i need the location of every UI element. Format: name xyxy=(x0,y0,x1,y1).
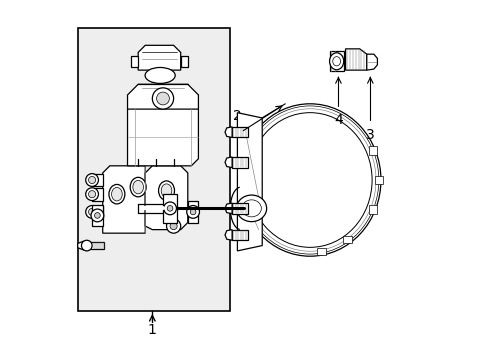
Ellipse shape xyxy=(158,181,174,201)
Polygon shape xyxy=(127,84,198,109)
Circle shape xyxy=(152,88,173,109)
Bar xyxy=(78,28,230,311)
Circle shape xyxy=(166,219,181,233)
Polygon shape xyxy=(187,201,198,222)
Bar xyxy=(343,236,351,243)
Circle shape xyxy=(81,240,92,251)
Polygon shape xyxy=(127,99,198,166)
Ellipse shape xyxy=(236,195,266,222)
Circle shape xyxy=(85,206,98,218)
Polygon shape xyxy=(329,51,343,71)
Circle shape xyxy=(186,206,199,218)
Ellipse shape xyxy=(133,180,143,194)
Ellipse shape xyxy=(244,109,375,251)
Polygon shape xyxy=(92,206,102,218)
Circle shape xyxy=(88,191,96,198)
Circle shape xyxy=(88,208,96,215)
Ellipse shape xyxy=(239,104,380,256)
Polygon shape xyxy=(232,203,247,214)
Polygon shape xyxy=(92,205,102,226)
Ellipse shape xyxy=(109,184,124,204)
Ellipse shape xyxy=(247,113,371,247)
Circle shape xyxy=(170,222,177,230)
Polygon shape xyxy=(232,127,247,138)
Ellipse shape xyxy=(241,106,378,254)
Circle shape xyxy=(190,209,196,215)
Ellipse shape xyxy=(130,177,146,197)
Polygon shape xyxy=(232,157,247,168)
Text: 2: 2 xyxy=(233,109,241,123)
Ellipse shape xyxy=(332,57,340,66)
Bar xyxy=(374,176,383,184)
Circle shape xyxy=(85,174,98,186)
Polygon shape xyxy=(92,188,102,201)
Polygon shape xyxy=(145,166,187,230)
Text: 1: 1 xyxy=(147,323,157,337)
Polygon shape xyxy=(131,56,138,67)
Polygon shape xyxy=(232,230,247,240)
Circle shape xyxy=(94,213,100,218)
Polygon shape xyxy=(90,242,104,249)
Ellipse shape xyxy=(111,188,122,201)
Polygon shape xyxy=(224,230,232,240)
Polygon shape xyxy=(138,45,181,70)
Ellipse shape xyxy=(145,67,175,84)
Ellipse shape xyxy=(242,200,261,217)
Polygon shape xyxy=(224,157,232,168)
Polygon shape xyxy=(224,203,232,214)
Bar xyxy=(368,205,377,214)
Circle shape xyxy=(85,188,98,201)
Polygon shape xyxy=(237,113,262,251)
Polygon shape xyxy=(181,56,187,67)
Polygon shape xyxy=(92,174,102,186)
Circle shape xyxy=(156,92,169,105)
Polygon shape xyxy=(366,54,377,70)
Ellipse shape xyxy=(329,53,343,70)
Text: 4: 4 xyxy=(333,113,342,127)
Polygon shape xyxy=(102,166,145,233)
Polygon shape xyxy=(224,127,232,138)
Circle shape xyxy=(88,176,96,184)
Polygon shape xyxy=(78,241,88,250)
Circle shape xyxy=(91,209,103,222)
Bar xyxy=(317,248,325,255)
Circle shape xyxy=(167,206,173,211)
Polygon shape xyxy=(345,49,366,70)
Text: 3: 3 xyxy=(365,127,374,141)
Ellipse shape xyxy=(161,184,171,197)
Bar xyxy=(368,146,377,155)
Circle shape xyxy=(163,202,176,215)
Polygon shape xyxy=(163,194,177,222)
